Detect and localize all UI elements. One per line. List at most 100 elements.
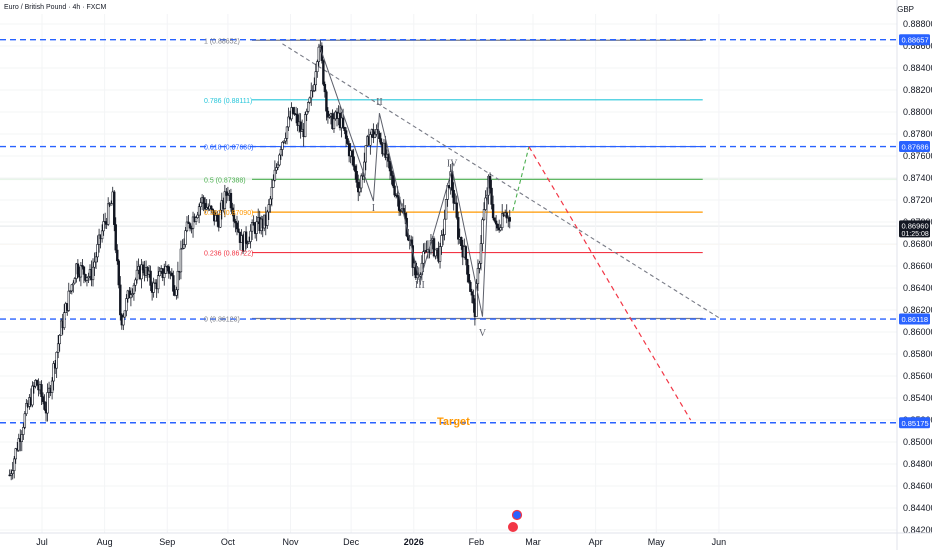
candle-body	[87, 276, 90, 278]
candle-body	[464, 246, 468, 260]
candle-body	[352, 156, 355, 167]
candle-body	[79, 265, 83, 278]
candle-body	[307, 102, 310, 112]
grid	[0, 14, 897, 533]
candle-body	[129, 294, 133, 299]
band-current	[0, 225, 897, 227]
candle-body	[176, 270, 180, 291]
candle-body	[325, 91, 328, 112]
candle-body	[187, 221, 190, 224]
candle-body	[46, 392, 49, 414]
candle-body	[299, 121, 302, 132]
candle-body	[393, 185, 396, 196]
candle-body	[384, 142, 387, 158]
candle-body	[81, 265, 84, 268]
time-tick-Oct: Oct	[221, 537, 236, 547]
candle-body	[199, 202, 202, 207]
time-axis[interactable]: Jul Aug Sep Oct Nov Dec 2026 Feb Mar Apr May Jun	[0, 532, 932, 547]
candle-body	[353, 165, 357, 172]
candle-body	[164, 266, 167, 274]
candle-body	[163, 273, 166, 278]
candle-body	[505, 212, 508, 219]
candle-body	[361, 175, 364, 177]
elliott-wave-line	[318, 43, 489, 317]
candle-body	[305, 111, 308, 115]
candle-body	[308, 97, 311, 103]
candle-body	[452, 189, 455, 204]
candle-body	[508, 217, 511, 222]
level-tag-0.85175	[899, 417, 930, 429]
candle-body	[63, 312, 66, 329]
candle-body	[350, 150, 354, 158]
descending-trendline	[282, 43, 720, 319]
level-tag-text-0.85175: 0.85175	[902, 419, 929, 428]
candle-body	[479, 243, 483, 264]
candle-body	[311, 90, 314, 92]
candle-body	[67, 290, 70, 311]
candle-body	[43, 401, 46, 410]
candle-body	[25, 403, 28, 415]
candle-body	[191, 216, 195, 229]
candle-body	[484, 197, 487, 210]
candle-body	[379, 138, 383, 145]
trendlines	[282, 43, 720, 421]
time-tick-Jun: Jun	[712, 537, 727, 547]
candle-body	[272, 179, 275, 188]
candle-body	[17, 438, 20, 451]
candle-body	[391, 175, 395, 187]
wave-label-IV: IV	[447, 159, 458, 170]
candle-body	[441, 234, 445, 236]
flag-icon[interactable]	[508, 522, 518, 532]
candle-body	[131, 293, 134, 295]
candle-body	[216, 214, 219, 222]
fib-label-0-618: 0.618 (0.87686)	[204, 145, 253, 152]
time-tick-Aug: Aug	[97, 537, 113, 547]
candle-body	[476, 268, 480, 284]
candle-body	[179, 248, 183, 273]
candle-body	[119, 284, 122, 316]
candle-body	[328, 115, 331, 118]
time-tick-Apr: Apr	[589, 537, 603, 547]
wave-label-I: I	[372, 203, 375, 214]
candle-body	[314, 71, 317, 86]
candle-body	[35, 380, 39, 386]
candle-body	[244, 231, 248, 244]
candle-body	[185, 221, 189, 232]
candle-body	[457, 217, 460, 240]
candle-body	[373, 133, 377, 138]
candle-body	[196, 214, 199, 218]
event-icon[interactable]	[511, 509, 523, 521]
candle-body	[279, 149, 283, 156]
current-price-text: 0.86960	[902, 221, 929, 230]
fib-label-0-236: 0.236 (0.86722)	[204, 251, 253, 258]
candle-body	[31, 385, 34, 406]
candle-body	[281, 142, 284, 150]
candle-body	[270, 187, 274, 200]
candle-body	[303, 114, 307, 138]
candle-body	[9, 473, 13, 476]
candle-body	[50, 380, 54, 393]
target-label: Target	[437, 416, 470, 428]
candle-body	[13, 458, 16, 471]
level-tag-0.86118	[899, 313, 930, 325]
time-tick-Feb: Feb	[469, 537, 485, 547]
candle-body	[123, 310, 127, 318]
candle-body	[55, 351, 58, 369]
candle-body	[499, 227, 502, 231]
candle-body	[172, 275, 175, 292]
candle-body	[59, 320, 63, 336]
candle-body	[229, 193, 233, 209]
candle-body	[94, 256, 98, 263]
candle-body	[455, 202, 458, 218]
